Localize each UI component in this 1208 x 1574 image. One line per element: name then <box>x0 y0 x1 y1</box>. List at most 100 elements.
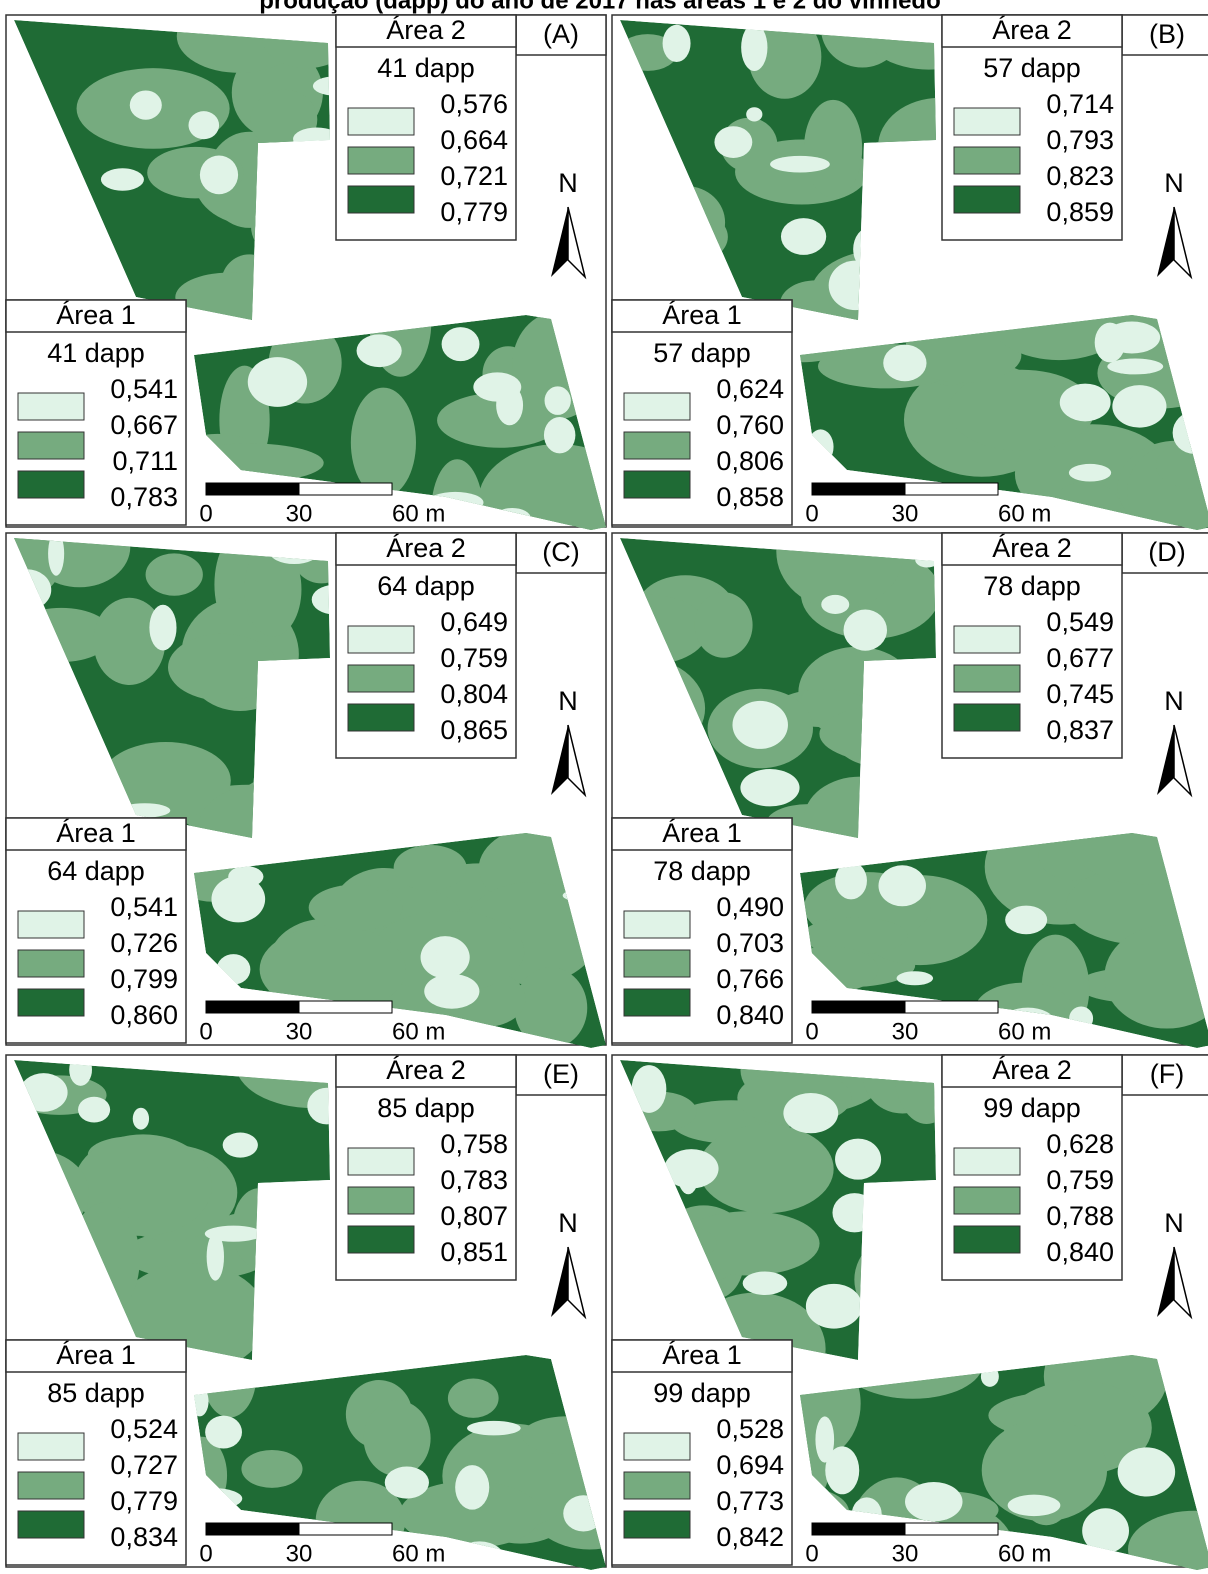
north-arrow-left <box>551 207 568 277</box>
map-panel: (D)Área 278 dapp0,5490,6770,7450,837Área… <box>569 494 1208 1084</box>
panel-label: (D) <box>1148 537 1185 567</box>
legend-value: 0,779 <box>440 197 508 227</box>
map-zone <box>189 111 220 139</box>
map-zone <box>1069 1007 1093 1031</box>
map-zone <box>835 862 867 900</box>
map-zone <box>781 218 826 255</box>
map-zone <box>677 1211 819 1275</box>
map-zone <box>1008 1495 1061 1516</box>
legend-value: 0,783 <box>440 1165 508 1195</box>
map-zone <box>821 595 849 614</box>
legend-value: 0,528 <box>716 1414 784 1444</box>
legend-value: 0,823 <box>1046 161 1114 191</box>
north-arrow-right <box>568 725 585 795</box>
map-zone <box>133 1108 149 1130</box>
legend-swatch <box>954 186 1020 213</box>
map-zone <box>804 777 917 863</box>
map-zone <box>248 357 307 407</box>
map-panel: (E)Área 285 dapp0,7580,7830,8070,851Área… <box>0 1019 655 1574</box>
north-arrow-right <box>568 1247 585 1317</box>
legend-swatch <box>348 1148 414 1175</box>
legend-value: 0,745 <box>1046 679 1114 709</box>
map-zone <box>1060 384 1111 422</box>
legend-value: 0,842 <box>716 1522 784 1552</box>
map-zone <box>621 779 642 802</box>
map-area <box>755 1326 1208 1574</box>
legend-swatch <box>348 1187 414 1214</box>
legend-swatch <box>348 108 414 135</box>
scale-label: 60 m <box>998 1540 1051 1567</box>
legend-swatch <box>18 393 84 420</box>
map-zone <box>844 610 887 651</box>
map-panel: (C)Área 264 dapp0,6490,7590,8040,865Área… <box>2 507 622 1060</box>
legend-value: 0,804 <box>440 679 508 709</box>
legend-value: 0,851 <box>440 1237 508 1267</box>
map-zone <box>783 1093 838 1133</box>
map-zone <box>905 1482 962 1521</box>
north-arrow-right <box>1174 1247 1191 1317</box>
legend-dapp: 99 dapp <box>983 1093 1081 1123</box>
map-zone <box>740 769 799 806</box>
map-zone <box>967 1354 1012 1370</box>
legend-swatch <box>624 1472 690 1499</box>
legend-value: 0,840 <box>716 1000 784 1030</box>
legend-value: 0,760 <box>716 410 784 440</box>
map-zone <box>351 388 416 498</box>
legend-value: 0,549 <box>1046 607 1114 637</box>
legend-value: 0,859 <box>1046 197 1114 227</box>
scale-label: 30 <box>892 500 919 527</box>
north-label: N <box>558 686 578 716</box>
map-zone <box>829 261 882 311</box>
scale-label: 30 <box>892 1540 919 1567</box>
legend-swatch <box>18 989 84 1016</box>
legend-value: 0,807 <box>440 1201 508 1231</box>
map-zone <box>260 926 406 1014</box>
map-zone <box>664 1149 718 1188</box>
legend-dapp: 64 dapp <box>377 571 475 601</box>
legend-swatch <box>624 1433 690 1460</box>
map-zone <box>806 1284 862 1329</box>
legend-swatch <box>954 108 1020 135</box>
legend-value: 0,806 <box>716 446 784 476</box>
legend-title: Área 2 <box>992 533 1072 563</box>
map-zone <box>205 1226 262 1242</box>
scale-label: 0 <box>199 1018 212 1045</box>
legend-value: 0,766 <box>716 964 784 994</box>
map-zone <box>309 885 403 931</box>
scale-label: 60 m <box>998 1018 1051 1045</box>
map-zone <box>70 783 122 808</box>
map-zone <box>20 1073 68 1112</box>
scale-label: 30 <box>892 1018 919 1045</box>
map-zone <box>843 1329 983 1399</box>
map-zone <box>663 25 691 62</box>
scale-bar-black <box>206 483 299 495</box>
map-zone <box>897 971 933 985</box>
legend-swatch <box>18 432 84 459</box>
map-zone <box>699 1124 834 1213</box>
legend-value: 0,858 <box>716 482 784 512</box>
north-arrow-left <box>1157 1247 1174 1317</box>
map-zone <box>260 262 281 305</box>
legend-swatch <box>624 911 690 938</box>
map-zone <box>241 1450 302 1488</box>
legend-swatch <box>18 1472 84 1499</box>
map-zone <box>808 429 834 464</box>
map-zone <box>878 865 926 906</box>
legend-value: 0,490 <box>716 892 784 922</box>
map-zone <box>198 784 326 868</box>
north-arrow-left <box>1157 207 1174 277</box>
map-zone <box>1069 464 1111 482</box>
north-label: N <box>1164 168 1184 198</box>
map-zone <box>741 24 767 71</box>
map-zone <box>168 634 278 701</box>
map-zone <box>815 1416 834 1462</box>
legend-swatch <box>624 1511 690 1538</box>
map-zone <box>29 134 52 151</box>
map-zone <box>149 605 176 651</box>
north-arrow-left <box>551 1247 568 1317</box>
scale-label: 0 <box>805 500 818 527</box>
legend-title: Área 1 <box>56 818 136 848</box>
map-zone <box>69 1054 92 1086</box>
map-zone <box>455 1465 489 1510</box>
map-zone <box>522 1416 613 1454</box>
